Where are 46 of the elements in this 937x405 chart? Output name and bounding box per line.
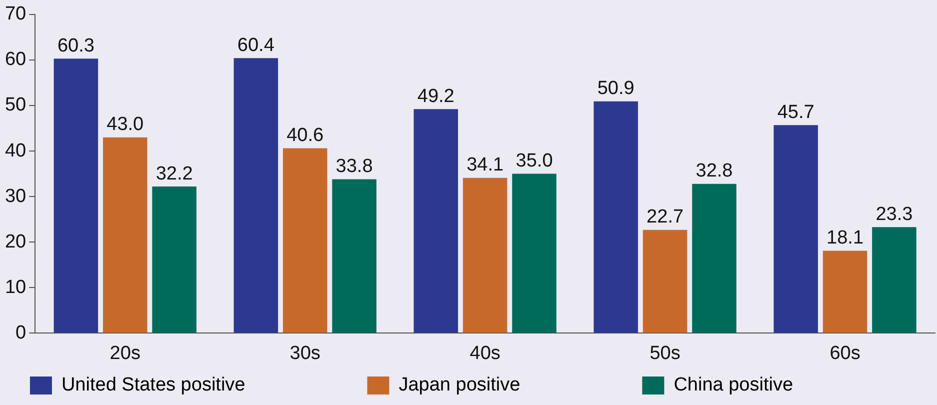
legend-label: Japan positive: [398, 374, 634, 396]
bar: [152, 186, 196, 333]
x-tick-label: 40s: [470, 342, 500, 364]
x-tick-label: 20s: [110, 342, 140, 364]
data-label: 32.8: [696, 160, 733, 182]
data-label: 60.4: [237, 34, 275, 56]
bar: [332, 179, 376, 333]
bar: [102, 137, 148, 333]
data-label: 35.0: [516, 150, 553, 172]
bar: [234, 58, 278, 333]
bar: [692, 184, 736, 333]
bar: [414, 109, 458, 333]
bar: [872, 227, 916, 333]
data-label: 49.2: [417, 86, 454, 107]
y-tick-label: 10: [4, 276, 26, 298]
bar: [774, 125, 818, 333]
data-label: 40.6: [286, 125, 324, 146]
y-tick-label: 50: [4, 94, 26, 116]
y-tick-label: 40: [4, 140, 26, 162]
bar: [512, 174, 556, 333]
bar: [594, 101, 638, 333]
y-tick-label: 0: [16, 322, 26, 344]
data-label: 33.8: [336, 156, 373, 177]
data-label: 22.7: [646, 206, 684, 228]
y-tick-label: 20: [4, 231, 26, 252]
data-label: 18.1: [826, 228, 864, 248]
x-tick-label: 60s: [830, 342, 860, 364]
legend-label: China positive: [674, 374, 908, 396]
data-label: 50.9: [597, 78, 634, 100]
x-tick-label: 30s: [290, 342, 320, 364]
data-label: 45.7: [777, 102, 814, 123]
y-tick-label: 30: [4, 186, 26, 207]
y-tick-label: 60: [4, 49, 26, 70]
legend-label: United States positive: [61, 374, 360, 396]
x-tick-label: 50s: [650, 342, 680, 364]
bar: [642, 230, 688, 333]
bar: [282, 148, 328, 333]
y-tick-label: 70: [4, 4, 26, 25]
data-label: 23.3: [876, 204, 913, 225]
bar: [822, 250, 868, 333]
bar: [462, 178, 508, 333]
data-label: 43.0: [106, 114, 144, 136]
bar: [54, 58, 98, 333]
data-label: 34.1: [466, 154, 504, 176]
data-label: 60.3: [57, 35, 94, 56]
data-label: 32.2: [156, 163, 193, 184]
